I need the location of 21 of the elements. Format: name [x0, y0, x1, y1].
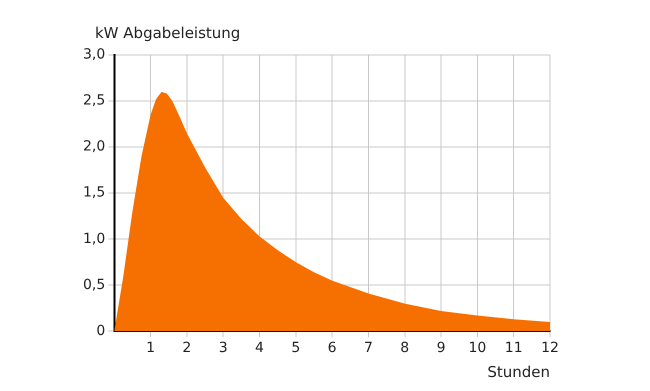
x-axis-title: Stunden — [487, 362, 550, 381]
y-tick-label: 0,5 — [83, 276, 106, 293]
x-tick-label: 8 — [400, 340, 410, 356]
y-tick-label: 0 — [96, 322, 106, 339]
x-tick-label: 4 — [255, 340, 264, 356]
y-axis-title: kW Abgabeleistung — [95, 24, 240, 42]
y-tick-label: 2,0 — [83, 138, 106, 155]
x-tick-label: 7 — [364, 340, 373, 356]
x-tick-label: 9 — [436, 340, 446, 356]
y-tick-label: 3,0 — [83, 46, 106, 63]
y-tick-label: 1,0 — [83, 230, 106, 247]
x-tick-label: 10 — [468, 340, 486, 356]
x-tick-label: 12 — [541, 340, 559, 356]
x-tick-label: 6 — [328, 340, 337, 356]
x-tick-label: 3 — [218, 340, 228, 356]
y-tick-label: 2,5 — [83, 92, 106, 109]
y-tick-label: 1,5 — [83, 184, 106, 201]
x-tick-label: 11 — [504, 340, 523, 356]
x-tick-label: 1 — [146, 340, 156, 356]
x-tick-label: 2 — [182, 340, 192, 356]
x-tick-label: 5 — [291, 340, 300, 356]
